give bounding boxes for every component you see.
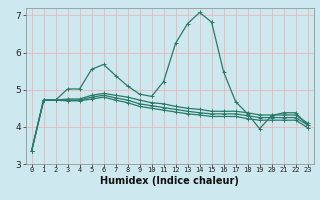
X-axis label: Humidex (Indice chaleur): Humidex (Indice chaleur)	[100, 176, 239, 186]
